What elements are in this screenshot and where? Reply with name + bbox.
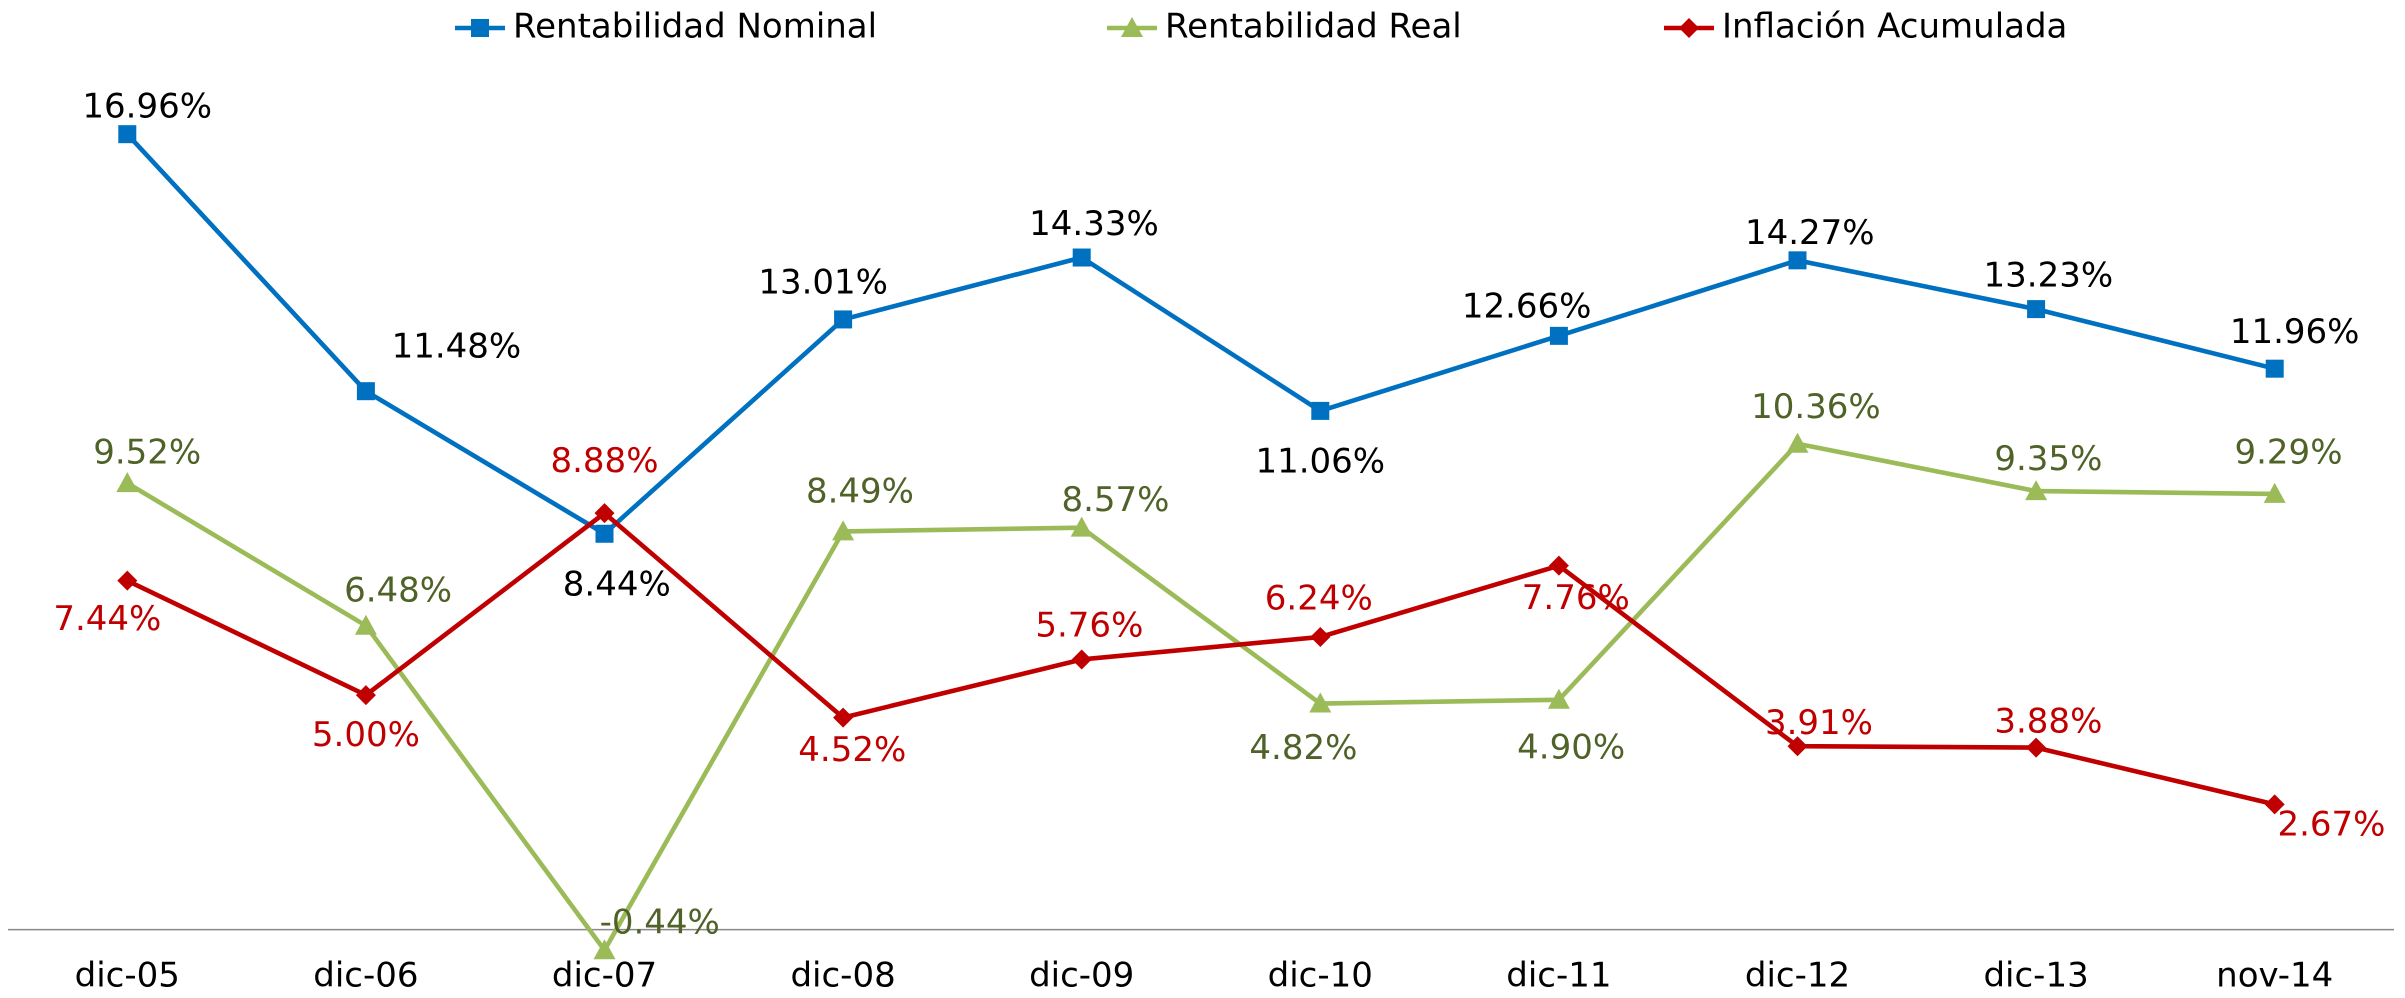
data-label: 4.82% (1249, 728, 1357, 768)
data-point (834, 310, 853, 329)
data-point (593, 939, 616, 960)
data-label: 9.29% (2234, 433, 2342, 473)
data-point (2265, 359, 2284, 378)
data-point (1788, 251, 1807, 270)
data-label: 10.36% (1751, 387, 1881, 427)
legend-label: Rentabilidad Nominal (513, 7, 877, 47)
data-label: 8.57% (1061, 480, 1169, 520)
data-label: 5.00% (312, 715, 420, 755)
data-label: 8.44% (563, 564, 671, 604)
x-tick-label: dic-12 (1745, 956, 1850, 996)
data-point (1311, 401, 1330, 420)
data-label: 3.91% (1765, 703, 1873, 743)
data-point (594, 503, 615, 524)
data-label: 9.52% (93, 432, 201, 472)
data-label: 8.49% (806, 472, 914, 512)
data-point (354, 614, 377, 635)
series-line (125, 132, 2276, 537)
data-point (595, 524, 614, 543)
data-label: 11.48% (392, 327, 522, 367)
data-label: 16.96% (82, 87, 212, 127)
legend-label: Rentabilidad Real (1165, 7, 1462, 47)
data-label: 7.76% (1522, 578, 1630, 618)
data-point (832, 520, 855, 541)
data-point (1071, 649, 1092, 670)
data-label: 2.67% (2277, 804, 2385, 844)
data-point (1549, 326, 1568, 345)
data-point (1072, 248, 1091, 267)
data-label: 12.66% (1462, 287, 1592, 327)
data-label: 11.96% (2230, 312, 2360, 352)
data-label: 14.27% (1745, 213, 1875, 253)
data-label: 4.52% (798, 730, 906, 770)
x-tick-label: dic-10 (1268, 956, 1373, 996)
x-tick-label: dic-11 (1506, 956, 1611, 996)
x-tick-label: dic-08 (790, 956, 895, 996)
x-tick-label: dic-05 (75, 956, 180, 996)
data-point (1310, 626, 1331, 647)
data-point (1309, 692, 1332, 713)
data-label: 11.06% (1255, 442, 1385, 482)
data-point (1787, 736, 1808, 757)
data-label: 6.24% (1265, 579, 1373, 619)
data-label: 3.88% (1994, 702, 2102, 742)
x-tick-label: dic-09 (1029, 956, 1134, 996)
data-point (2027, 300, 2046, 319)
series-line (126, 510, 2276, 807)
data-point (1070, 516, 1093, 537)
data-point (1547, 688, 1570, 709)
data-label: 4.90% (1517, 727, 1625, 767)
data-label: 8.88% (550, 441, 658, 481)
data-point (2026, 737, 2047, 758)
data-label: 13.01% (758, 263, 888, 303)
series-line (126, 441, 2275, 953)
legend-marker (471, 19, 489, 37)
data-point (2025, 480, 2048, 501)
legend-marker (1679, 18, 1699, 38)
x-tick-label: nov-14 (2216, 956, 2333, 996)
data-point (2263, 482, 2286, 503)
legend-label: Inflación Acumulada (1722, 7, 2067, 47)
data-point (833, 707, 854, 728)
data-point (1786, 432, 1809, 453)
data-label: 14.33% (1029, 204, 1159, 244)
data-label: 9.35% (1994, 439, 2102, 479)
data-point (356, 382, 375, 401)
data-label: 6.48% (344, 570, 452, 610)
data-point (355, 685, 376, 706)
data-label: -0.44% (600, 903, 720, 943)
data-label: 5.76% (1035, 606, 1143, 646)
data-point (2264, 794, 2285, 815)
x-tick-label: dic-07 (552, 956, 657, 996)
data-point (118, 125, 137, 144)
x-tick-label: dic-13 (1983, 956, 2088, 996)
data-point (116, 472, 139, 493)
data-label: 13.23% (1984, 255, 2114, 295)
data-label: 7.44% (53, 599, 161, 639)
data-point (117, 570, 138, 591)
legend-marker (1121, 17, 1143, 37)
x-tick-label: dic-06 (313, 956, 418, 996)
data-point (1548, 555, 1569, 576)
